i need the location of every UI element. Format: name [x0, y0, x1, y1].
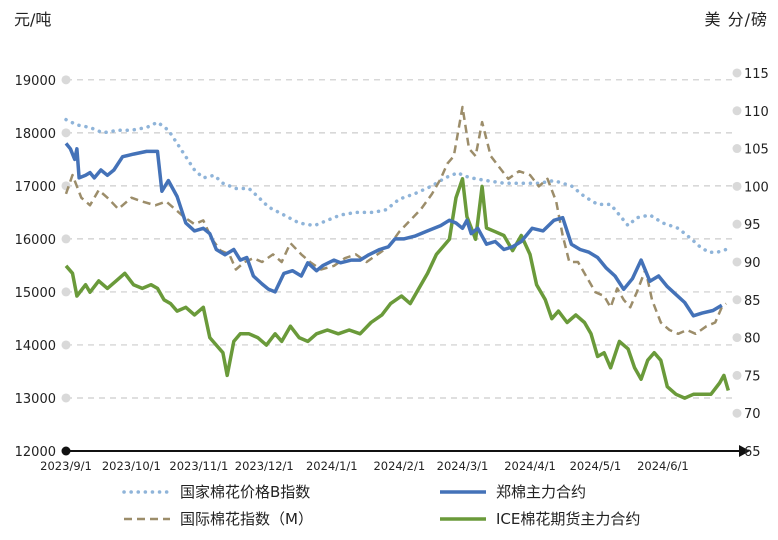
x-tick-label: 2024/4/1 — [504, 459, 556, 473]
axes — [61, 68, 750, 457]
tick-dot-right — [732, 144, 742, 154]
right-tick-label: 70 — [744, 407, 761, 422]
tick-dot-left — [61, 393, 71, 403]
left-tick-label: 17000 — [15, 180, 56, 195]
left-tick-label: 12000 — [15, 445, 56, 460]
x-axis-origin-dot — [61, 446, 71, 456]
tick-dot-right — [732, 408, 742, 418]
legend-swatch-dashed — [124, 517, 170, 520]
legend-swatch-dotted — [122, 489, 172, 494]
tick-dot-left — [61, 287, 71, 297]
legend-item-m-index: 国际棉花指数（M） — [122, 508, 313, 529]
right-tick-label: 115 — [744, 67, 769, 82]
tick-dot-left — [61, 340, 71, 350]
tick-dot-left — [61, 128, 71, 138]
series-line-1 — [64, 142, 723, 318]
x-tick-label: 2024/3/1 — [437, 459, 489, 473]
series-lines — [64, 105, 730, 400]
tick-dot-right — [732, 257, 742, 267]
series-line-3 — [64, 177, 730, 400]
right-tick-label: 100 — [744, 180, 769, 195]
right-tick-label: 105 — [744, 143, 769, 158]
tick-labels: 19000 18000 17000 16000 15000 14000 13000 12000… — [15, 67, 769, 473]
tick-dot-right — [732, 295, 742, 305]
x-tick-label: 2024/6/1 — [637, 459, 689, 473]
x-tick-label: 2024/1/1 — [306, 459, 358, 473]
legend-label: 国家棉花价格B指数 — [180, 483, 311, 501]
x-tick-label: 2023/9/1 — [40, 459, 92, 473]
legend-label: 国际棉花指数（M） — [180, 510, 313, 528]
tick-dot-right — [732, 333, 742, 343]
right-tick-label: 90 — [744, 256, 761, 271]
legend-item-zce: 郑棉主力合约 — [438, 481, 586, 502]
x-tick-label: 2023/11/1 — [169, 459, 228, 473]
tick-dot-left — [61, 234, 71, 244]
right-tick-label: 95 — [744, 218, 761, 233]
right-tick-label: 75 — [744, 369, 761, 384]
left-tick-label: 19000 — [15, 74, 56, 89]
legend-label: ICE棉花期货主力合约 — [496, 510, 641, 528]
left-axis-unit: 元/吨 — [14, 10, 52, 29]
tick-dot-right — [732, 106, 742, 116]
right-tick-label: 65 — [744, 445, 761, 460]
x-tick-label: 2024/2/1 — [373, 459, 425, 473]
x-axis-arrow — [739, 445, 750, 457]
tick-dot-right — [732, 219, 742, 229]
right-axis-unit: 美 分/磅 — [704, 10, 768, 29]
x-tick-label: 2023/10/1 — [102, 459, 161, 473]
series-line-0 — [64, 117, 728, 254]
series-line-2 — [64, 105, 727, 336]
x-tick-label: 2023/12/1 — [235, 459, 294, 473]
tick-dot-left — [61, 75, 71, 85]
legend-swatch-solid — [440, 489, 486, 494]
left-tick-label: 14000 — [15, 339, 56, 354]
left-tick-label: 16000 — [15, 233, 56, 248]
legend-item-cc-index: 国家棉花价格B指数 — [122, 481, 310, 502]
right-tick-label: 80 — [744, 332, 761, 347]
left-tick-label: 18000 — [15, 127, 56, 142]
x-tick-label: 2024/5/1 — [570, 459, 622, 473]
legend-item-ice: ICE棉花期货主力合约 — [438, 508, 640, 529]
legend-label: 郑棉主力合约 — [496, 483, 587, 501]
right-tick-label: 85 — [744, 294, 761, 309]
tick-dot-left — [61, 181, 71, 191]
tick-dot-right — [732, 370, 742, 380]
tick-dot-right — [732, 68, 742, 78]
left-tick-label: 15000 — [15, 286, 56, 301]
tick-dot-right — [732, 181, 742, 191]
left-tick-label: 13000 — [15, 392, 56, 407]
right-tick-label: 110 — [744, 105, 769, 120]
legend-swatch-solid — [440, 516, 486, 521]
